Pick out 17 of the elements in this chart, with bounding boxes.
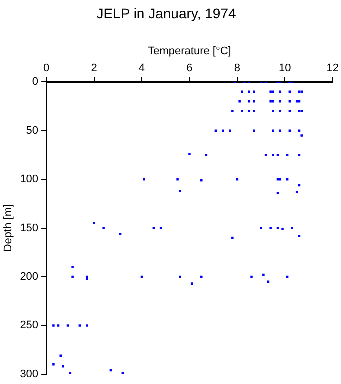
y-tick-label: 0: [32, 76, 39, 88]
y-tick-label: 150: [20, 222, 39, 234]
x-tick-label: 4: [138, 62, 146, 75]
x-tick-label: 2: [91, 62, 98, 75]
x-tick-label: 10: [279, 62, 292, 75]
x-axis-title: Temperature [°C]: [148, 45, 232, 58]
y-axis-title: Depth [m]: [2, 204, 15, 252]
y-tick-label: 250: [20, 320, 39, 332]
x-tick-label: 8: [234, 62, 240, 75]
x-tick-label: 12: [326, 62, 340, 75]
y-tick-label: 200: [20, 271, 39, 284]
x-tick-label: 6: [186, 62, 193, 75]
y-tick-label: 300: [20, 368, 39, 380]
x-tick-label: 0: [43, 62, 50, 75]
y-tick-label: 100: [20, 174, 39, 186]
y-tick-label: 50: [26, 124, 39, 137]
chart-title: JELP in January, 1974: [96, 5, 236, 22]
